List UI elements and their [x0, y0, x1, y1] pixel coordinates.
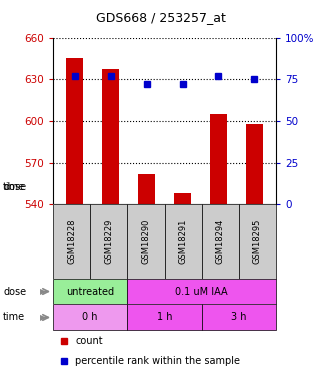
- Text: 3 h: 3 h: [231, 312, 247, 322]
- Bar: [127, 304, 202, 330]
- Text: 1 h: 1 h: [157, 312, 172, 322]
- Bar: [66, 58, 82, 204]
- Bar: [53, 304, 127, 330]
- Bar: [202, 304, 276, 330]
- Text: 0.1 uM IAA: 0.1 uM IAA: [175, 286, 228, 297]
- Text: percentile rank within the sample: percentile rank within the sample: [75, 356, 240, 366]
- Bar: [53, 279, 127, 304]
- Bar: [102, 69, 119, 204]
- Text: untreated: untreated: [66, 286, 114, 297]
- Text: GSM18290: GSM18290: [142, 219, 151, 264]
- Bar: [247, 124, 263, 204]
- Bar: [53, 204, 90, 279]
- Text: dose: dose: [3, 183, 26, 192]
- Bar: [138, 174, 155, 204]
- Bar: [90, 204, 127, 279]
- Bar: [210, 114, 227, 204]
- Text: GSM18229: GSM18229: [104, 219, 113, 264]
- Bar: [239, 204, 276, 279]
- Text: GSM18228: GSM18228: [67, 219, 76, 264]
- Text: GSM18291: GSM18291: [178, 219, 187, 264]
- Text: GSM18295: GSM18295: [253, 219, 262, 264]
- Text: time: time: [3, 312, 25, 322]
- Text: GDS668 / 253257_at: GDS668 / 253257_at: [96, 11, 225, 24]
- Bar: [127, 279, 276, 304]
- Text: time: time: [3, 183, 25, 192]
- Text: GSM18294: GSM18294: [216, 219, 225, 264]
- Bar: [127, 204, 165, 279]
- Text: 0 h: 0 h: [82, 312, 98, 322]
- Text: ▶: ▶: [40, 313, 47, 322]
- Text: dose: dose: [3, 286, 26, 297]
- Bar: [202, 204, 239, 279]
- Bar: [165, 204, 202, 279]
- Bar: [174, 193, 191, 204]
- Text: count: count: [75, 336, 103, 346]
- Text: ▶: ▶: [40, 287, 47, 296]
